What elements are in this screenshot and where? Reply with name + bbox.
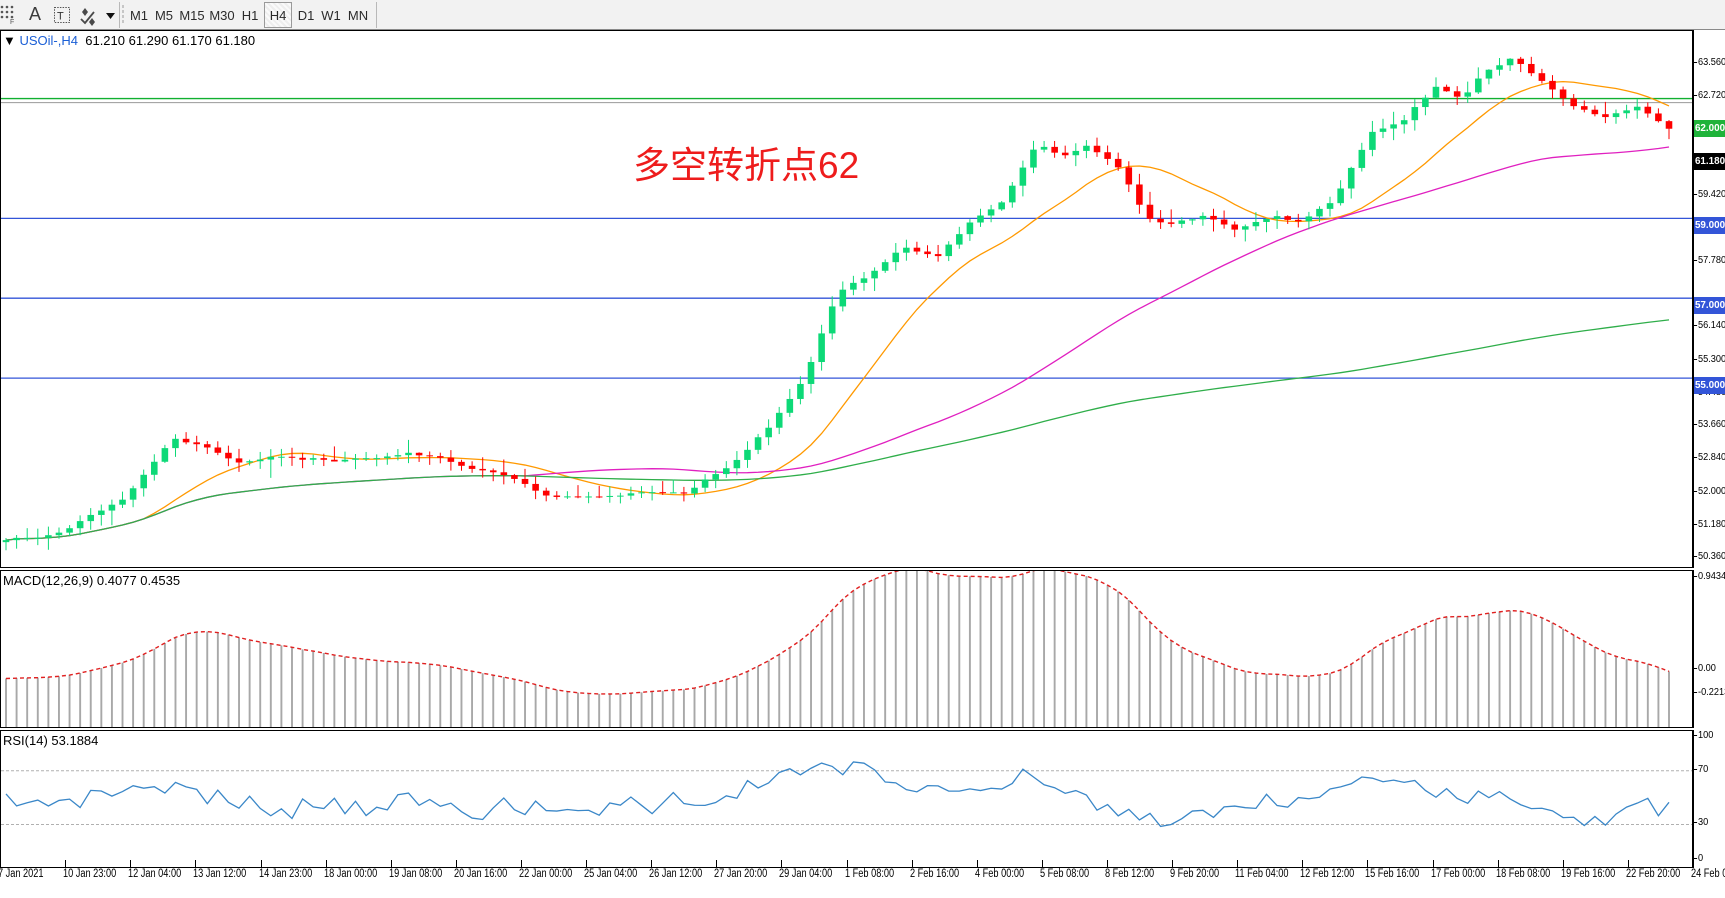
svg-text:F: F [10, 19, 14, 25]
svg-text:T: T [57, 11, 64, 23]
